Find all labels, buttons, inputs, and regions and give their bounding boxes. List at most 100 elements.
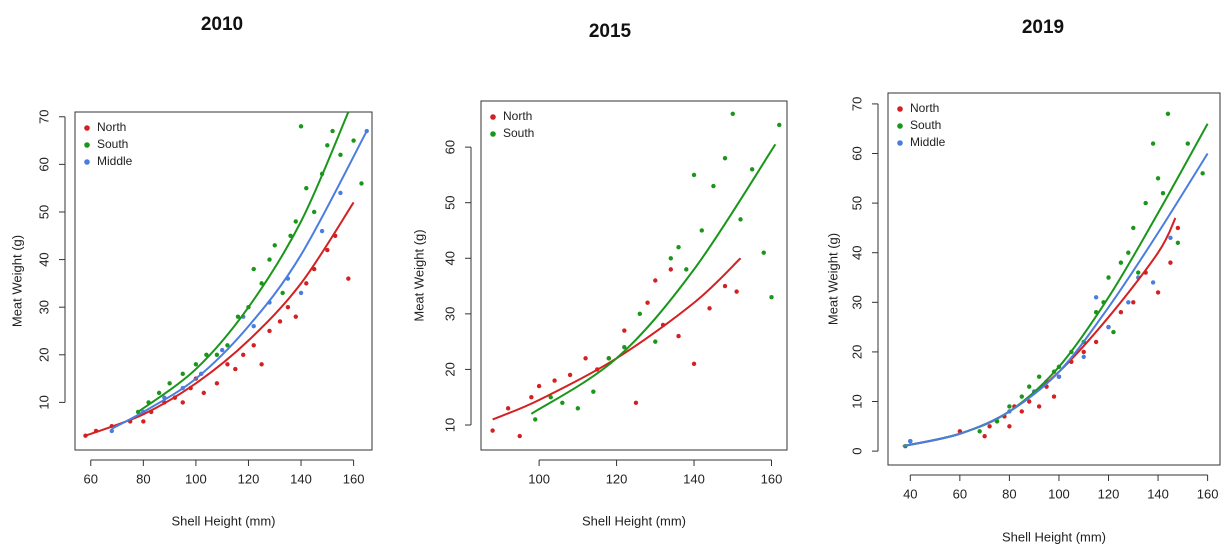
fit-curve — [902, 152, 1209, 448]
data-point — [722, 283, 728, 289]
data-point — [633, 400, 639, 405]
x-tick-label: 160 — [343, 471, 365, 486]
data-point — [272, 243, 277, 248]
data-point — [1036, 404, 1042, 409]
y-tick-label: 50 — [442, 195, 457, 209]
data-point — [267, 328, 272, 334]
data-point — [1175, 240, 1181, 245]
data-point — [505, 406, 511, 411]
data-point — [1143, 200, 1148, 206]
y-tick-label: 70 — [36, 110, 51, 124]
data-point — [193, 362, 199, 367]
data-point — [1106, 275, 1111, 280]
data-point — [1185, 141, 1190, 146]
legend-label: North — [97, 120, 126, 134]
data-point — [1168, 235, 1173, 241]
y-axis-label: Meat Weight (g) — [411, 229, 426, 321]
y-tick-label: 70 — [849, 97, 864, 111]
legend-marker — [490, 131, 496, 137]
data-point — [214, 352, 220, 357]
legend-marker — [84, 159, 90, 165]
data-point — [761, 250, 766, 255]
data-point — [1036, 374, 1042, 379]
plot-frame — [887, 92, 1221, 466]
data-point — [293, 219, 298, 224]
data-point — [1175, 225, 1181, 231]
data-point — [769, 294, 774, 300]
data-point — [777, 122, 782, 128]
data-point — [749, 167, 755, 172]
data-point — [233, 366, 238, 372]
data-point — [1027, 384, 1032, 389]
data-point — [351, 138, 356, 143]
data-point — [1150, 280, 1156, 285]
data-point — [204, 352, 209, 357]
data-point — [1155, 290, 1161, 295]
y-tick-label: 20 — [442, 362, 457, 376]
y-tick-label: 60 — [36, 157, 51, 171]
x-tick-label: 60 — [953, 486, 967, 501]
legend-label: North — [503, 109, 532, 123]
data-point — [1093, 295, 1099, 300]
legend-label: Middle — [97, 154, 133, 168]
data-point — [583, 356, 588, 361]
data-point — [1131, 225, 1136, 231]
data-point — [241, 352, 246, 357]
data-point — [298, 124, 304, 129]
data-point — [359, 181, 364, 186]
data-point — [225, 343, 230, 348]
x-axis-label: Shell Height (mm) — [1002, 529, 1106, 544]
data-point — [1056, 374, 1062, 379]
data-point — [1126, 250, 1131, 255]
x-tick-label: 100 — [185, 471, 207, 486]
data-point — [267, 257, 272, 262]
y-tick-label: 60 — [849, 146, 864, 160]
data-point — [1118, 310, 1124, 315]
data-point — [251, 343, 256, 348]
data-point — [987, 424, 992, 429]
data-point — [1007, 424, 1012, 429]
legend-marker — [84, 125, 90, 131]
y-tick-label: 10 — [36, 395, 51, 409]
y-tick-label: 50 — [849, 196, 864, 210]
data-point — [225, 362, 230, 367]
data-point — [676, 333, 681, 339]
data-point — [1200, 171, 1205, 176]
data-point — [214, 381, 220, 386]
data-point — [338, 190, 343, 196]
data-point — [293, 314, 298, 319]
y-tick-label: 50 — [36, 205, 51, 219]
x-tick-label: 160 — [1197, 486, 1219, 501]
x-axis-label: Shell Height (mm) — [582, 513, 686, 528]
data-point — [622, 328, 627, 333]
data-point — [319, 228, 325, 234]
data-point — [1150, 141, 1156, 146]
y-tick-label: 0 — [849, 447, 864, 454]
y-tick-label: 40 — [36, 252, 51, 266]
data-point — [536, 383, 542, 389]
data-point — [180, 371, 185, 377]
data-point — [167, 381, 172, 386]
data-point — [908, 438, 913, 444]
data-point — [1019, 394, 1024, 399]
legend-marker — [897, 123, 903, 129]
data-point — [529, 395, 534, 400]
x-tick-label: 140 — [1147, 486, 1169, 501]
fit-curve — [85, 201, 355, 437]
x-tick-label: 140 — [290, 471, 312, 486]
fit-curve — [492, 257, 742, 421]
data-point — [325, 247, 330, 253]
x-tick-label: 120 — [1098, 486, 1120, 501]
y-axis-label: Meat Weight (g) — [9, 235, 24, 327]
legend-marker — [84, 142, 90, 148]
data-point — [707, 306, 712, 311]
data-point — [730, 111, 735, 116]
legend-label: South — [503, 126, 534, 140]
data-point — [517, 433, 522, 439]
legend-marker — [490, 114, 496, 120]
data-point — [738, 217, 743, 222]
y-tick-label: 60 — [442, 140, 457, 154]
data-point — [259, 362, 264, 367]
data-point — [1111, 329, 1116, 335]
chart-title: 2015 — [589, 21, 632, 42]
